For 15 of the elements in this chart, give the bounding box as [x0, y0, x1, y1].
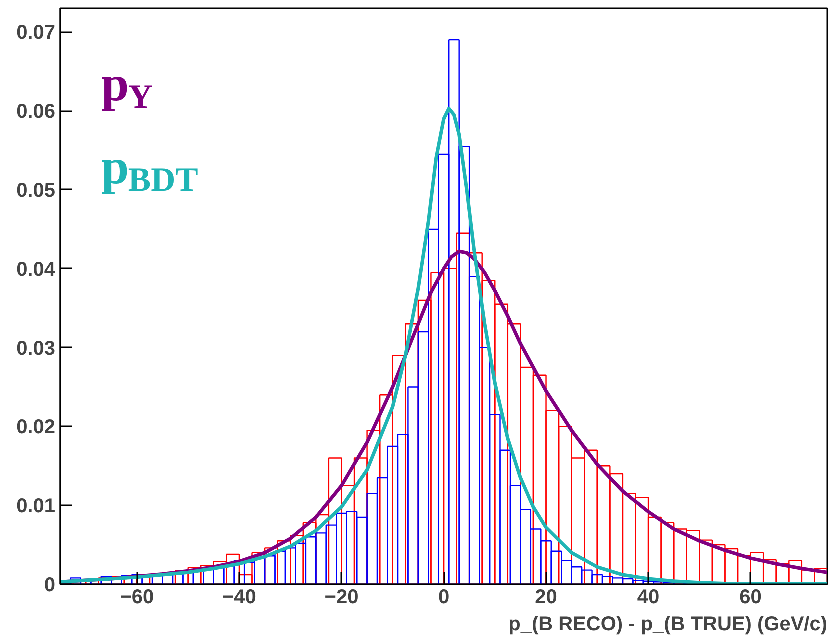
x-tick-label: 60: [740, 586, 762, 608]
x-tick-label: −40: [222, 586, 256, 608]
x-tick-label: 20: [535, 586, 558, 608]
x-tick-label: −60: [120, 586, 154, 608]
y-tick-label: 0.05: [16, 180, 56, 202]
y-tick-label: 0.01: [16, 496, 56, 518]
x-tick-label: 0: [438, 586, 450, 608]
y-tick-label: 0.07: [16, 22, 56, 44]
y-tick-label: 0.04: [16, 258, 56, 281]
y-tick-label: 0.03: [16, 338, 56, 360]
y-tick-label: 0.02: [16, 416, 56, 439]
x-tick-label: −20: [324, 586, 359, 608]
x-axis-title: p_(B RECO) - p_(B TRUE) (GeV/c): [508, 614, 828, 636]
y-tick-label: 0.06: [16, 101, 56, 124]
x-tick-label: 40: [637, 586, 660, 608]
